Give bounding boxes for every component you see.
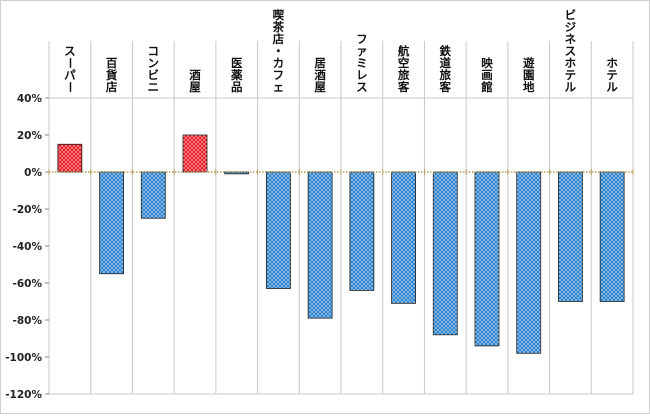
category-label-char: 館 xyxy=(480,80,493,94)
category-label-char: 酒 xyxy=(189,68,201,82)
category-label-char: ェ xyxy=(273,80,285,94)
y-tick-label: -120% xyxy=(5,389,42,401)
category-label-char: ビ xyxy=(148,68,160,82)
y-tick-label: -40% xyxy=(13,241,43,253)
category-label-char: 医 xyxy=(231,56,243,70)
category-label: 百貨店 xyxy=(106,56,118,94)
category-label-char: パ xyxy=(64,68,76,82)
bar xyxy=(140,171,166,219)
category-label-char: 客 xyxy=(439,80,452,94)
bar xyxy=(349,171,375,291)
category-label-char: 鉄 xyxy=(440,44,452,58)
category-label-char: 店 xyxy=(273,32,285,46)
category-label-char: 店 xyxy=(106,80,118,94)
y-tick-label: -100% xyxy=(5,352,42,364)
axis-layer: 40% 20% 0% -20% -40% -60% -80% -100% -120% xyxy=(5,93,634,401)
category-label-char: ミ xyxy=(356,56,368,70)
category-label-char: レ xyxy=(356,68,368,82)
category-label-char: 喫 xyxy=(273,8,285,22)
bar xyxy=(182,134,208,173)
category-label: 映画館 xyxy=(480,56,493,94)
y-tick-label: 40% xyxy=(17,93,43,105)
category-label-char: ー xyxy=(63,57,77,69)
category-label-char: フ xyxy=(273,68,285,82)
category-label-char: ス xyxy=(356,80,368,94)
category-label-char: 航 xyxy=(398,44,410,58)
bar xyxy=(57,143,83,173)
y-tick-label: 20% xyxy=(17,130,43,142)
category-label-char: ホ xyxy=(565,56,577,70)
bar xyxy=(599,171,625,302)
category-label-char: 屋 xyxy=(314,80,326,94)
category-label-char: テ xyxy=(606,68,618,82)
category-label-char: ァ xyxy=(356,44,368,58)
category-label-char: 品 xyxy=(231,80,243,94)
category-label-char: 地 xyxy=(523,80,535,94)
category-label-char: コ xyxy=(148,44,160,58)
y-tick-label: 0% xyxy=(24,167,42,179)
bar xyxy=(224,171,250,175)
y-tick-label: -20% xyxy=(13,204,43,216)
bar xyxy=(474,171,500,347)
category-label-char: 百 xyxy=(106,56,118,70)
category-label-char: フ xyxy=(356,32,368,46)
y-tick-label: -60% xyxy=(13,278,43,290)
bar xyxy=(307,171,333,319)
category-label: 遊園地 xyxy=(523,56,535,94)
category-label: 喫茶店・カフェ xyxy=(272,8,285,94)
category-label-char: ス xyxy=(565,44,577,58)
y-tick-label: -80% xyxy=(13,315,43,327)
category-label-char: 貨 xyxy=(106,68,118,82)
category-label-char: 屋 xyxy=(189,80,201,94)
category-label: ホテル xyxy=(606,56,618,94)
category-label-char: 旅 xyxy=(398,68,410,82)
category-label-char: 画 xyxy=(481,68,493,82)
category-label-char: ネ xyxy=(565,32,577,46)
category-label-char: ホ xyxy=(606,56,618,70)
category-label-char: ル xyxy=(565,80,577,94)
category-label: 医薬品 xyxy=(230,56,243,94)
category-label-char: テ xyxy=(565,68,577,82)
bar xyxy=(391,171,416,304)
category-label-char: ニ xyxy=(148,80,160,94)
grid-layer xyxy=(48,41,634,395)
category-label-char: ・ xyxy=(273,44,285,58)
bar xyxy=(432,171,458,336)
category-label-char: ー xyxy=(63,81,77,93)
category-label-char: ス xyxy=(64,44,76,58)
category-label-char: 居 xyxy=(314,56,326,70)
category-label-char: 遊 xyxy=(523,56,535,70)
category-label-char: ル xyxy=(606,80,618,94)
bar-layer xyxy=(57,134,625,354)
category-label: 酒屋 xyxy=(189,68,201,94)
category-label-char: 旅 xyxy=(440,68,452,82)
category-label-char: ジ xyxy=(565,20,577,34)
label-layer: スーパー百貨店コンビニ酒屋医薬品喫茶店・カフェ居酒屋ファミレス航空旅客鉄道旅客映… xyxy=(63,8,619,94)
category-label-char: 茶 xyxy=(272,20,285,34)
category-label-char: 客 xyxy=(397,80,410,94)
bar xyxy=(558,171,583,302)
category-label-char: ビ xyxy=(565,8,577,22)
category-label-char: 空 xyxy=(398,56,410,70)
category-label-char: ン xyxy=(148,56,160,70)
category-label-char: 映 xyxy=(481,56,493,70)
category-label-char: 園 xyxy=(523,68,535,82)
bar xyxy=(99,171,124,275)
category-label-char: 道 xyxy=(440,56,452,70)
bar xyxy=(266,171,291,289)
category-label-char: カ xyxy=(273,56,285,70)
category-label-char: 薬 xyxy=(230,68,243,82)
category-label-char: 酒 xyxy=(314,68,326,82)
bar xyxy=(516,171,542,354)
category-label: 居酒屋 xyxy=(314,56,326,94)
